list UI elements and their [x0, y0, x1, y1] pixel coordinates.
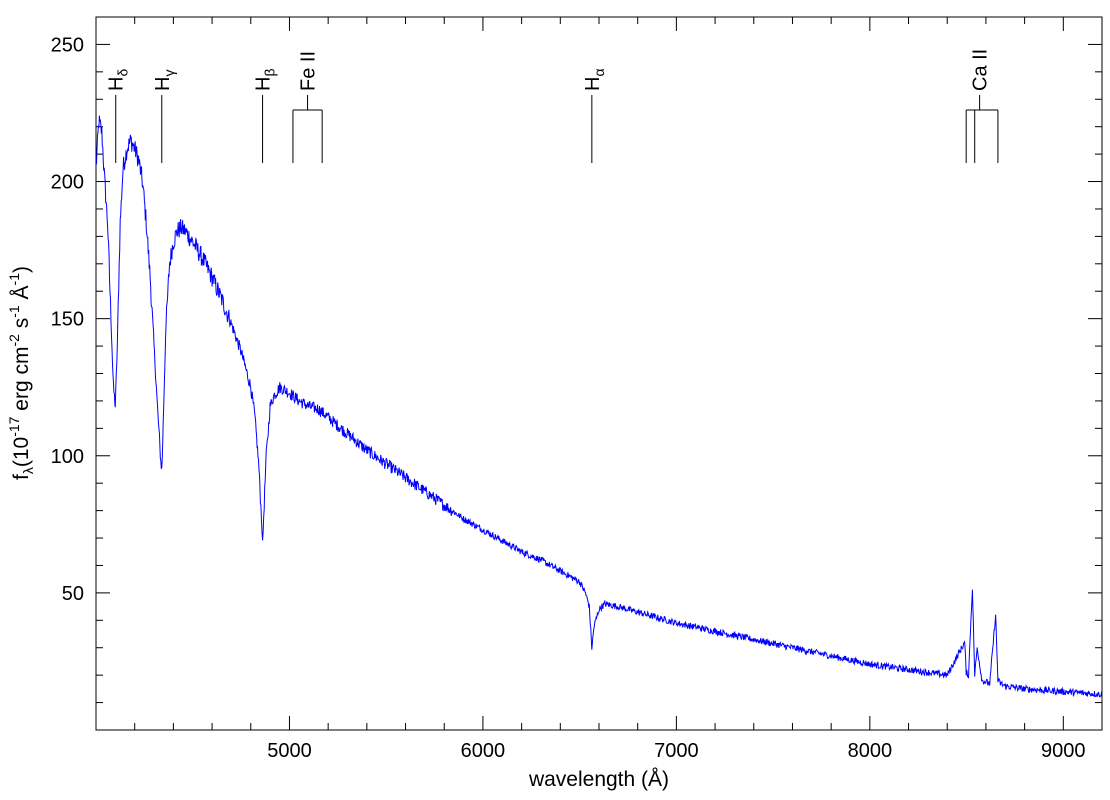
y-label-exp1: -17	[6, 416, 22, 436]
y-label-mid1: erg cm	[10, 347, 33, 417]
line-label-name: H	[106, 77, 128, 91]
line-label-name: H	[152, 77, 174, 91]
line-label-sub: δ	[115, 69, 131, 77]
line-label-name: H	[582, 77, 604, 91]
line-label: Ca II	[970, 49, 992, 91]
line-label-sub: γ	[161, 70, 177, 77]
y-tick-label: 200	[51, 172, 84, 194]
x-axis-label: wavelength (Å)	[528, 768, 669, 791]
line-label: Hδ	[106, 69, 131, 91]
line-annotation: Fe II	[292, 51, 323, 163]
spectrum-line	[95, 115, 1103, 698]
y-label-exp3: -1	[6, 305, 22, 318]
y-axis-label: fλ(10-17 erg cm-2 s-1 Å-1)	[6, 266, 36, 480]
y-label-sub: λ	[20, 467, 36, 474]
line-annotation: Ca II	[965, 49, 999, 163]
y-label-exp4: -1	[6, 273, 22, 286]
x-tick-label: 6000	[461, 740, 506, 762]
line-label: Hα	[582, 68, 607, 91]
x-tick-label: 8000	[848, 740, 893, 762]
line-label: Hβ	[253, 68, 278, 91]
y-label-main: f	[10, 474, 33, 480]
line-label-sub: α	[591, 68, 607, 76]
y-label-suffix: )	[10, 266, 33, 273]
y-label-exp2: -2	[6, 334, 22, 347]
x-tick-labels: 5000 6000 7000 8000 9000	[267, 740, 1085, 762]
y-tick-label: 100	[51, 446, 84, 468]
line-label: Fe II	[298, 51, 320, 91]
x-tick-label: 7000	[654, 740, 699, 762]
line-annotation: Hβ	[253, 68, 278, 163]
x-tick-label: 9000	[1041, 740, 1086, 762]
y-tick-label: 150	[51, 309, 84, 331]
line-annotation: Hα	[582, 68, 607, 163]
axis-ticks	[96, 17, 1103, 730]
line-annotation: Hδ	[106, 69, 131, 163]
line-label: Hγ	[152, 70, 177, 91]
y-tick-labels: 50 100 150 200 250	[51, 34, 84, 604]
y-tick-label: 50	[62, 583, 84, 605]
line-label-name: Fe II	[298, 51, 320, 91]
x-tick-label: 5000	[267, 740, 312, 762]
y-tick-label: 250	[51, 34, 84, 56]
y-label-mid3: Å	[10, 285, 33, 305]
y-label-prefix: (10	[10, 437, 33, 467]
line-annotation: Hγ	[152, 70, 177, 163]
line-label-sub: β	[262, 68, 278, 76]
y-label-mid2: s	[10, 318, 33, 334]
line-label-name: Ca II	[970, 49, 992, 91]
line-label-name: H	[253, 77, 275, 91]
